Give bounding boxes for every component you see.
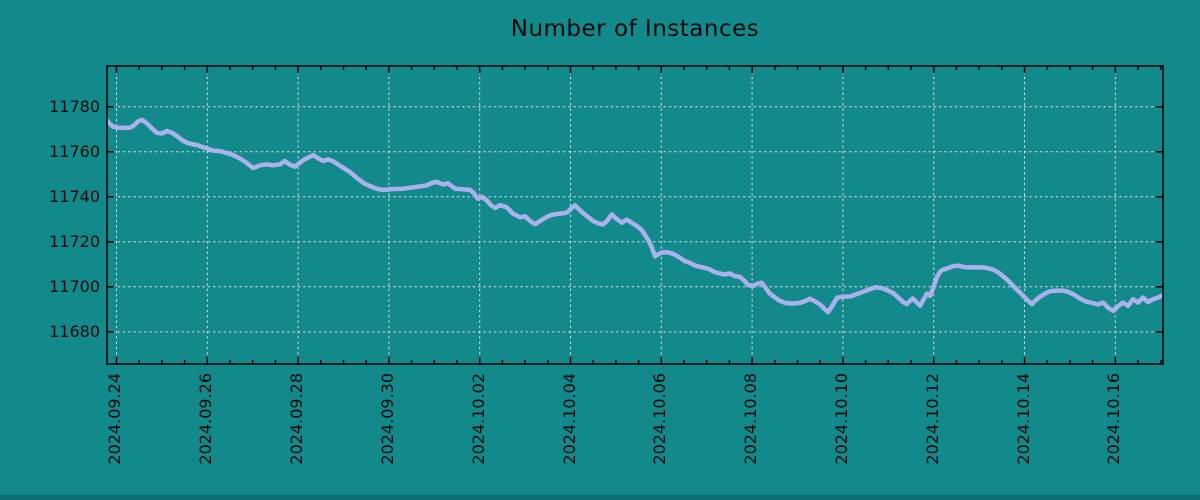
y-tick-label: 11680	[49, 321, 100, 341]
x-tick-label: 2024.09.26	[196, 373, 216, 465]
x-tick-label: 2024.10.16	[1104, 373, 1124, 465]
x-tick-label: 2024.10.02	[468, 373, 488, 465]
axis-ticks	[107, 66, 1163, 364]
x-tick-label: 2024.09.28	[287, 373, 307, 465]
y-tick-label: 11700	[49, 276, 100, 296]
bottom-strip	[0, 495, 1200, 500]
instances-line	[107, 117, 1163, 315]
y-tick-label: 11780	[49, 96, 100, 116]
plot-border	[106, 65, 1164, 365]
x-tick-label: 2024.09.30	[377, 373, 397, 465]
x-tick-label: 2024.10.14	[1013, 373, 1033, 465]
y-tick-label: 11740	[49, 186, 100, 206]
x-tick-label: 2024.10.04	[559, 373, 579, 465]
x-tick-label: 2024.10.08	[741, 373, 761, 465]
x-tick-label: 2024.09.24	[105, 373, 125, 465]
x-tick-label: 2024.10.06	[650, 373, 670, 465]
x-tick-label: 2024.10.12	[922, 373, 942, 465]
y-tick-label: 11760	[49, 141, 100, 161]
chart-title: Number of Instances	[510, 16, 760, 42]
y-tick-label: 11720	[49, 231, 100, 251]
grid	[107, 66, 1163, 364]
x-tick-label: 2024.10.10	[831, 373, 851, 465]
